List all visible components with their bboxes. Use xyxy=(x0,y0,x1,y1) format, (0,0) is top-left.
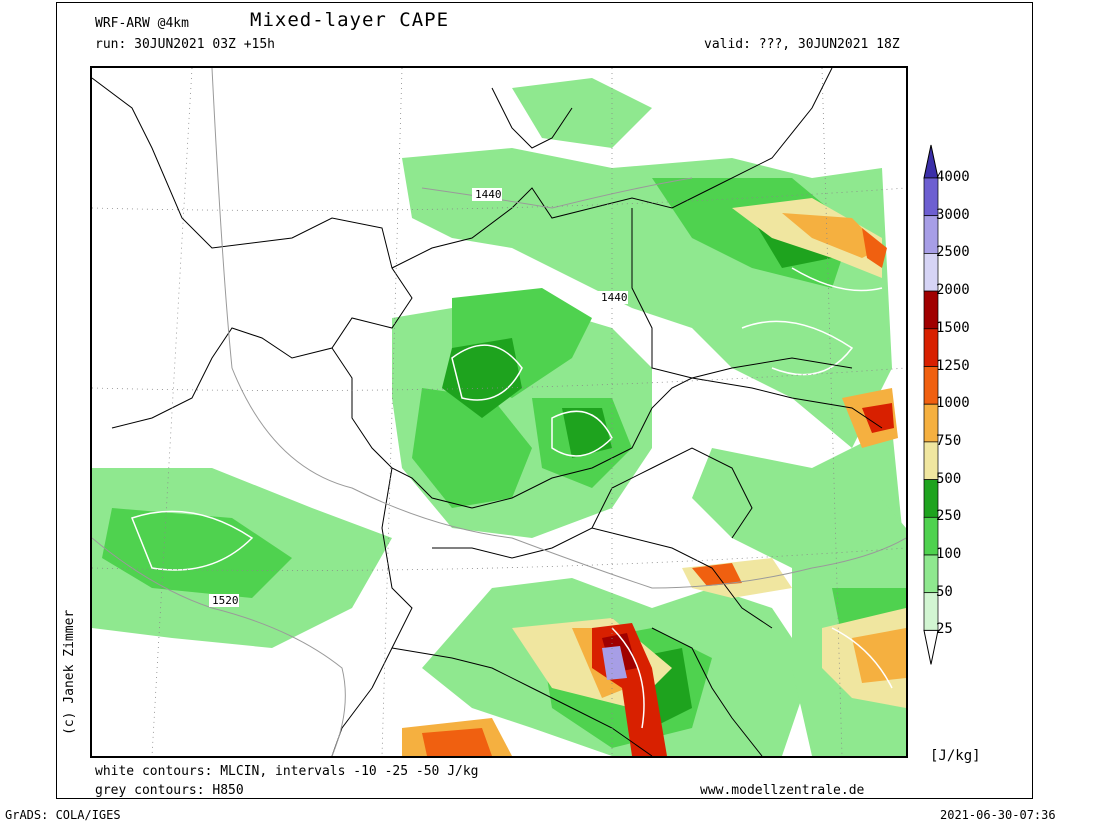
colorbar-level-label: 2500 xyxy=(936,244,970,261)
white-contours-note: white contours: MLCIN, intervals -10 -25… xyxy=(95,764,479,779)
unit-label: [J/kg] xyxy=(930,748,981,764)
copyright-label: (c) Janek Zimmer xyxy=(62,609,77,735)
latlon-grid xyxy=(92,68,906,756)
colorbar-level-label: 500 xyxy=(936,470,962,487)
colorbar-level-label: 3000 xyxy=(936,206,970,223)
colorbar-level-label: 4000 xyxy=(936,169,970,185)
colorbar-level-label: 1000 xyxy=(936,395,970,412)
plot-frame xyxy=(56,2,1033,799)
model-label: WRF-ARW @4km xyxy=(95,16,189,31)
timestamp-label: 2021-06-30-07:36 xyxy=(940,808,1056,822)
colorbar-level-label: 750 xyxy=(936,432,962,449)
contour-label-1520: 1520 xyxy=(212,594,239,607)
colorbar-level-label: 100 xyxy=(936,546,962,562)
colorbar-level-label: 250 xyxy=(936,508,962,525)
colorbar-level-label: 1250 xyxy=(936,357,970,374)
website-label: www.modellzentrale.de xyxy=(700,783,865,798)
colorbar-level-label: 25 xyxy=(936,621,953,638)
grey-contours-note: grey contours: H850 xyxy=(95,783,244,798)
colorbar-bottom-arrow xyxy=(923,629,939,665)
contour-label-1440-b: 1440 xyxy=(601,291,628,304)
colorbar-level-label: 1500 xyxy=(936,319,970,336)
mlcin-contours xyxy=(131,267,893,729)
cape-map: 1440 1440 1520 xyxy=(90,66,908,758)
valid-label: valid: ???, 30JUN2021 18Z xyxy=(704,37,900,52)
colorbar-level-label: 2000 xyxy=(936,282,970,299)
map-canvas: 1440 1440 1520 xyxy=(92,68,906,756)
colorbar-level-label: 50 xyxy=(936,583,953,600)
grads-label: GrADS: COLA/IGES xyxy=(5,808,121,822)
colorbar xyxy=(921,140,981,675)
h850-contours xyxy=(92,68,906,756)
contour-label-1440-a: 1440 xyxy=(475,188,502,201)
run-label: run: 30JUN2021 03Z +15h xyxy=(95,37,276,52)
contour-labels: 1440 1440 1520 xyxy=(209,188,628,607)
chart-title: Mixed-layer CAPE xyxy=(250,9,450,31)
colorbar-swatches xyxy=(923,144,939,665)
